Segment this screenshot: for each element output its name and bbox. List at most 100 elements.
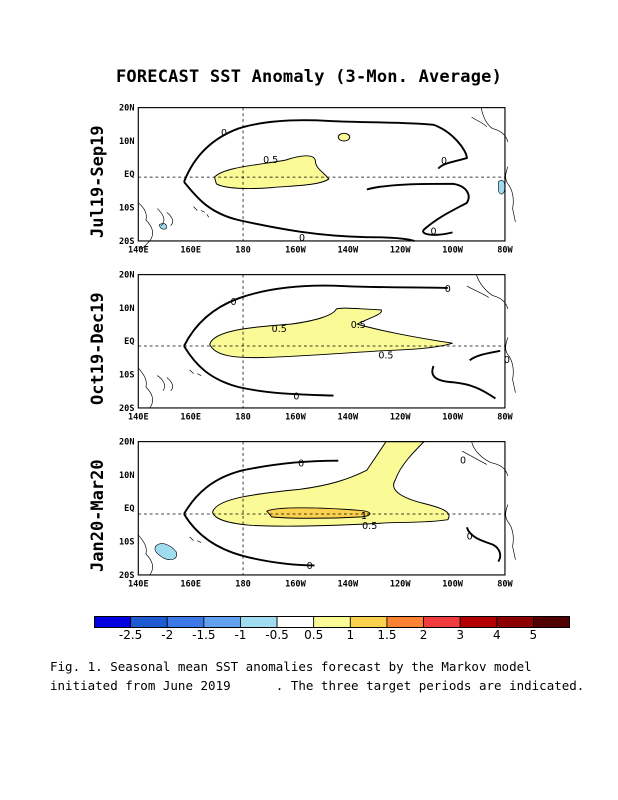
- colorbar-tick-label: -1: [234, 628, 247, 642]
- contour-label: 0.5: [362, 521, 377, 532]
- contour-label: 1: [361, 511, 367, 522]
- anomaly-fill-yellow: [209, 307, 453, 359]
- colorbar-tick-label: 0.5: [304, 628, 324, 642]
- lon-tick-label: 180: [235, 412, 250, 422]
- contour-label: 0.5: [263, 155, 278, 166]
- contour-label: 0: [298, 458, 304, 469]
- colorbar-swatch: [276, 616, 315, 628]
- lon-tick-labels: 140E 160E 180 160W 140W 120W 100W 80W: [128, 412, 514, 422]
- colorbar: [94, 616, 570, 628]
- colorbar-swatch: [94, 616, 132, 628]
- grid-dashed: [138, 441, 505, 575]
- lon-tick-label: 160E: [180, 245, 201, 255]
- lat-tick-label: 20N: [119, 270, 134, 280]
- lat-tick-labels: 20N 10N EQ 10S 20S: [119, 103, 134, 246]
- lon-tick-labels: 140E 160E 180 160W 140W 120W 100W 80W: [128, 579, 514, 589]
- lon-tick-label: 80W: [497, 245, 513, 255]
- colorbar-tick-label: -2.5: [118, 628, 143, 642]
- zero-contours: [183, 119, 470, 242]
- colorbar-swatch: [386, 616, 424, 628]
- lon-tick-label: 160E: [180, 579, 201, 589]
- lat-tick-label: 10N: [119, 471, 134, 481]
- contour-label: 0: [221, 128, 227, 139]
- coastlines: [138, 274, 516, 409]
- lat-tick-label: 20N: [119, 437, 134, 447]
- coastlines: [138, 107, 516, 249]
- anomaly-fill-orange: [266, 507, 371, 519]
- zero-contours: [183, 284, 501, 400]
- colorbar-swatch: [349, 616, 388, 628]
- lon-tick-label: 160W: [285, 245, 306, 255]
- contour-label: 0.5: [378, 350, 393, 361]
- contour-label: 0.5: [351, 320, 366, 331]
- colorbar-swatch: [130, 616, 168, 628]
- chart-title: FORECAST SST Anomaly (3-Mon. Average): [115, 67, 503, 87]
- lat-tick-label: EQ: [124, 337, 134, 347]
- lon-tick-labels: 140E 160E 180 160W 140W 120W 100W 80W: [128, 245, 514, 255]
- lat-tick-label: 10N: [119, 137, 134, 147]
- contour-labels: 0.5 1 0 0 0 0: [298, 456, 473, 573]
- colorbar-tick-label: -1.5: [192, 628, 216, 642]
- lon-tick-label: 160E: [180, 412, 201, 422]
- anomaly-fill-blue-west: [158, 223, 168, 230]
- lon-tick-label: 80W: [497, 579, 513, 589]
- filled-anomalies: [209, 307, 453, 359]
- lon-tick-label: 120W: [390, 412, 411, 422]
- colorbar-swatch: [203, 616, 241, 628]
- lat-tick-label: 20S: [119, 237, 134, 247]
- contour-label: 0: [293, 391, 299, 402]
- lon-tick-label: 180: [235, 579, 250, 589]
- map-frame: [137, 107, 506, 242]
- contour-label: 0: [307, 561, 313, 572]
- contour-label: 0: [299, 233, 305, 244]
- colorbar-swatch: [166, 616, 205, 628]
- colorbar-tick-label: 1.5: [377, 628, 397, 642]
- lat-tick-label: 20S: [119, 571, 134, 581]
- lon-tick-label: 140E: [128, 245, 149, 255]
- anomaly-fill-blue-west: [154, 543, 177, 560]
- filled-anomalies: [154, 441, 450, 560]
- lon-tick-label: 160W: [285, 579, 306, 589]
- colorbar-tick-label: 2: [419, 628, 428, 642]
- lon-tick-label: 100W: [442, 579, 463, 589]
- filled-anomalies: [158, 132, 506, 230]
- caption-line-2: initiated from June 2019 . The three tar…: [50, 678, 585, 693]
- lon-tick-label: 160W: [285, 412, 306, 422]
- anomaly-fill-blue-east: [497, 180, 506, 195]
- lat-tick-label: 20N: [119, 103, 134, 113]
- lon-tick-label: 140W: [337, 412, 358, 422]
- contour-label: 0: [430, 226, 436, 237]
- anomaly-fill-yellow-small: [337, 132, 351, 142]
- colorbar-swatch: [313, 616, 351, 628]
- anomaly-fill-yellow: [212, 441, 450, 527]
- contour-label: 0: [441, 156, 447, 167]
- lat-tick-label: 10S: [119, 203, 134, 213]
- coastlines: [138, 441, 516, 576]
- lat-tick-label: 10S: [119, 370, 134, 380]
- lat-tick-label: 10S: [119, 537, 134, 547]
- anomaly-fill-yellow: [213, 155, 330, 189]
- contour-label: 0: [467, 532, 473, 543]
- caption-line-1: Fig. 1. Seasonal mean SST anomalies fore…: [50, 659, 532, 674]
- grid-dashed: [138, 274, 505, 408]
- lon-tick-label: 100W: [442, 412, 463, 422]
- lat-tick-label: 20S: [119, 404, 134, 414]
- colorbar-tick-label: 3: [456, 628, 464, 642]
- map-panel-1: 0.5 0 0 0 0 20N 10N EQ 10S 20S 140E 160E 180 16…: [119, 103, 516, 255]
- colorbar-tick-label: 4: [492, 628, 501, 642]
- colorbar-swatch: [459, 616, 498, 628]
- lon-tick-label: 140E: [128, 579, 149, 589]
- map-frame: [137, 441, 506, 576]
- colorbar-swatch: [532, 616, 570, 628]
- lon-tick-label: 120W: [390, 245, 411, 255]
- lon-tick-label: 140E: [128, 412, 149, 422]
- map-frame: [137, 274, 506, 409]
- colorbar-swatch: [423, 616, 461, 628]
- lon-tick-label: 120W: [390, 579, 411, 589]
- lat-tick-labels: 20N 10N EQ 10S 20S: [119, 437, 134, 580]
- colorbar-swatch: [240, 616, 278, 628]
- colorbar-swatches: [94, 616, 570, 628]
- lon-tick-label: 180: [235, 245, 250, 255]
- contour-labels: 0.5 0 0 0 0: [221, 128, 447, 244]
